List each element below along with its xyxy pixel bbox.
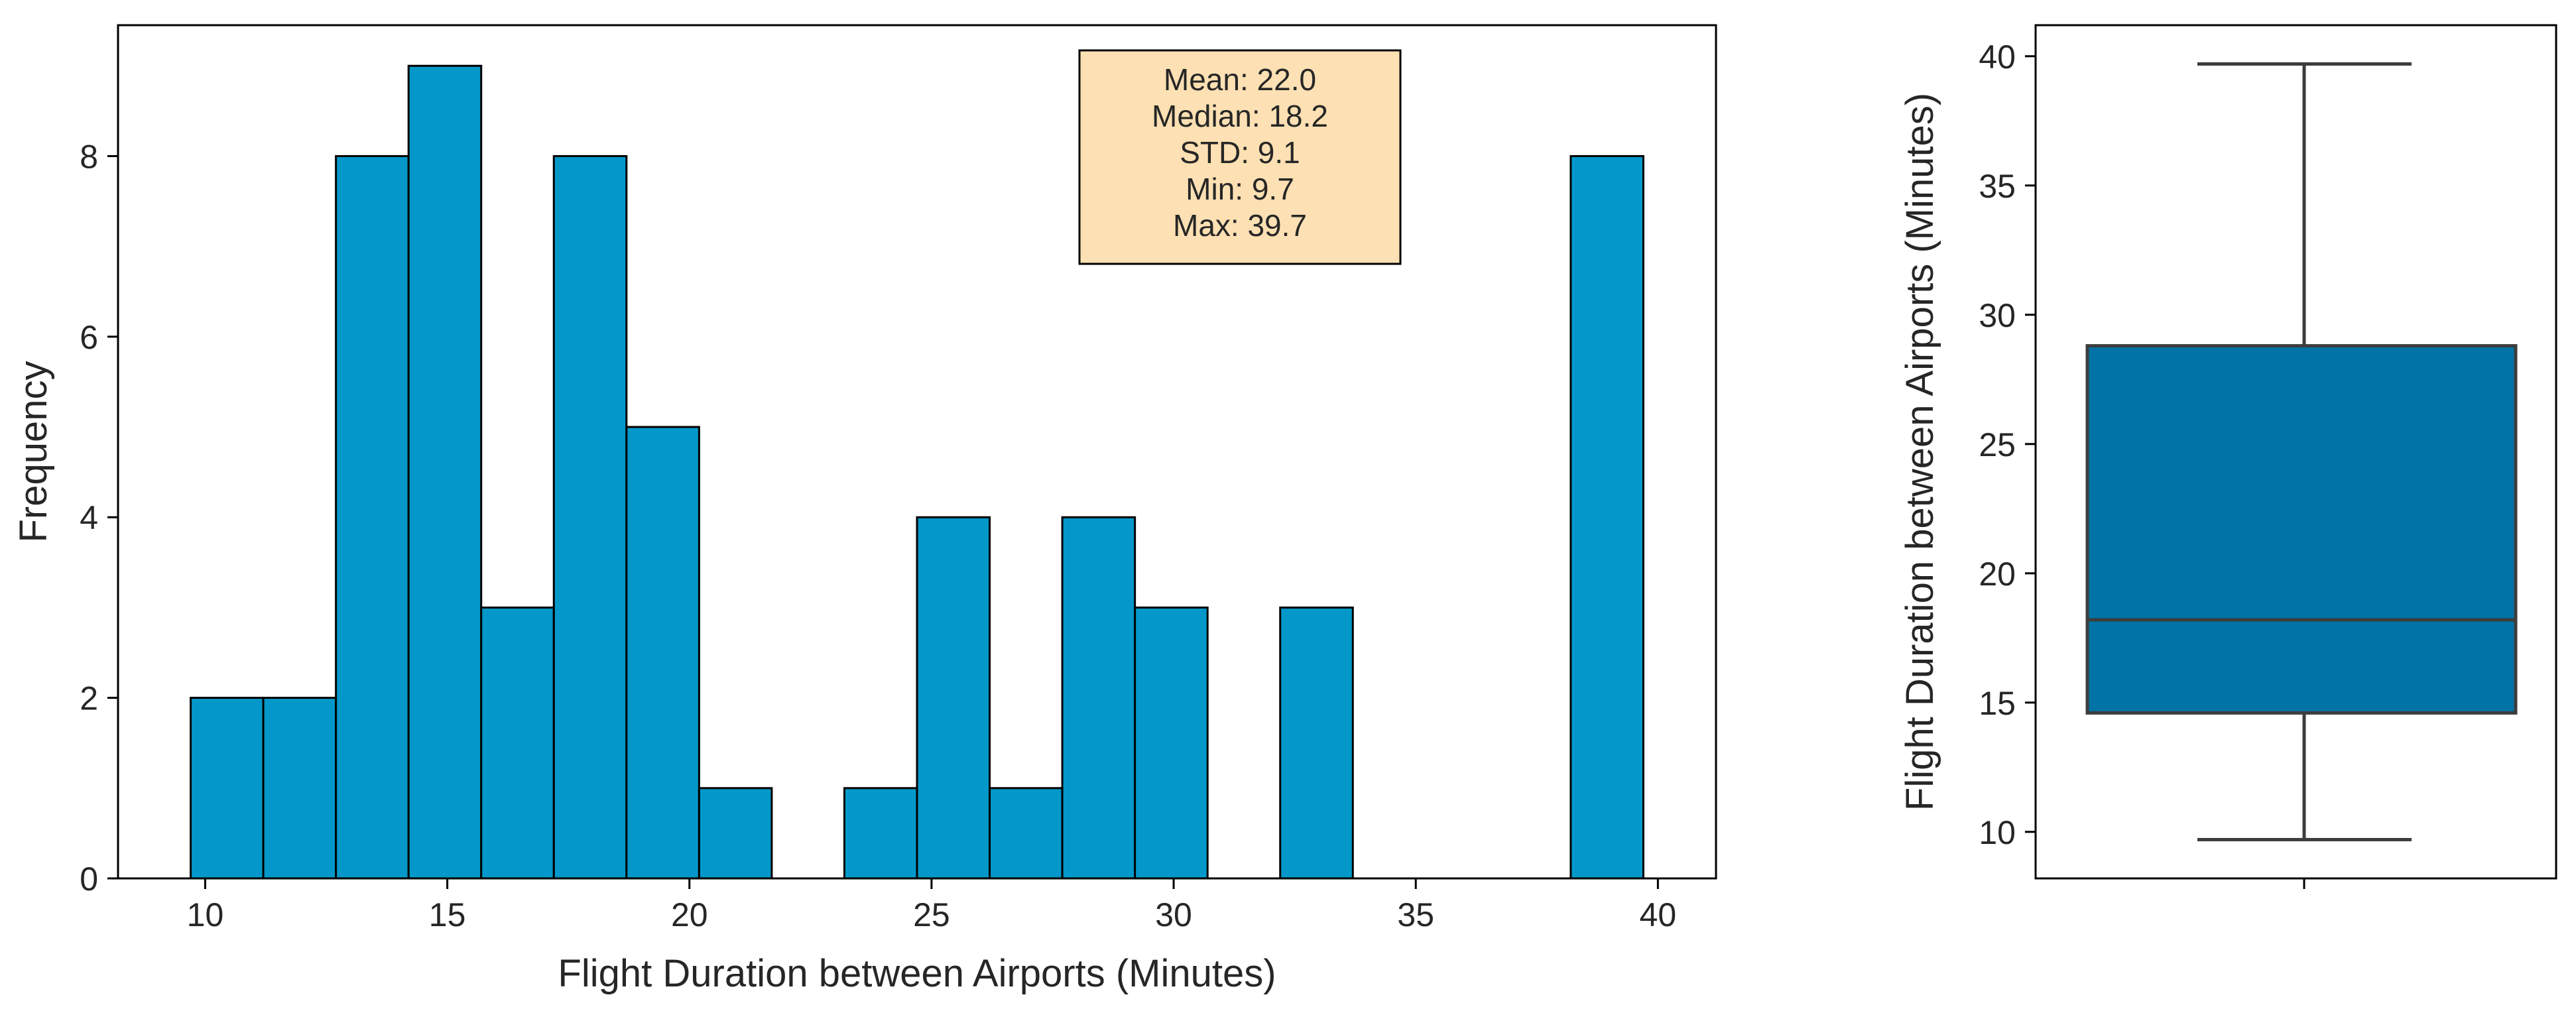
histogram-bar xyxy=(625,426,700,880)
interquartile-box xyxy=(2085,344,2518,715)
x-tick-label: 25 xyxy=(913,896,950,933)
x-tick-label: 40 xyxy=(1640,896,1677,933)
histogram-bars xyxy=(190,64,1644,880)
y-tick-label: 40 xyxy=(1979,38,2016,76)
histogram-bar xyxy=(698,787,773,880)
y-tick-label: 4 xyxy=(80,499,98,536)
histogram-bar xyxy=(989,787,1064,880)
stats-mean: Mean: 22.0 xyxy=(1164,62,1316,97)
stats-min: Min: 9.7 xyxy=(1186,172,1294,206)
histogram-bar xyxy=(262,697,337,880)
y-tick-label: 20 xyxy=(1979,556,2016,593)
y-tick-label: 10 xyxy=(1979,814,2016,851)
histogram-bar xyxy=(1279,606,1354,880)
histogram-bar xyxy=(190,697,265,880)
stats-max: Max: 39.7 xyxy=(1173,208,1307,243)
y-tick-label: 25 xyxy=(1979,426,2016,463)
histogram-bar xyxy=(1134,606,1209,880)
x-tick-label: 10 xyxy=(187,896,224,933)
histogram-bar xyxy=(335,154,410,880)
stats-median: Median: 18.2 xyxy=(1152,99,1328,133)
stats-std: STD: 9.1 xyxy=(1180,135,1300,170)
histogram-bar xyxy=(480,606,555,880)
histogram-bar xyxy=(1061,516,1136,880)
x-tick-label: 35 xyxy=(1397,896,1434,933)
histogram-plot-frame xyxy=(117,24,1717,880)
boxplot-plot-frame xyxy=(2034,24,2557,880)
boxplot-y-axis-title: Flight Duration between Airports (Minute… xyxy=(1898,93,1941,811)
x-tick-label: 15 xyxy=(429,896,466,933)
y-tick-label: 30 xyxy=(1979,297,2016,334)
histogram-y-axis-title: Frequency xyxy=(12,361,55,542)
histogram-x-axis-title: Flight Duration between Airports (Minute… xyxy=(558,952,1276,995)
histogram-x-axis: 10 15 20 25 30 35 40 xyxy=(187,878,1677,933)
histogram-bar xyxy=(407,64,483,880)
boxplot-panel: 10 15 20 25 30 35 40 Flight Duration between A… xyxy=(1898,24,2557,889)
y-tick-label: 0 xyxy=(80,861,98,898)
statistics-box-background xyxy=(1078,49,1402,265)
y-tick-label: 8 xyxy=(80,138,98,175)
histogram-bar xyxy=(843,787,918,880)
histogram-panel: 10 15 20 25 30 35 40 0 2 4 6 8 Flight Duration bet… xyxy=(12,24,1717,995)
histogram-bar xyxy=(916,516,991,880)
x-tick-label: 20 xyxy=(671,896,708,933)
x-tick-label: 30 xyxy=(1155,896,1192,933)
histogram-bar xyxy=(1569,154,1644,880)
histogram-bar xyxy=(552,154,628,880)
y-tick-label: 35 xyxy=(1979,168,2016,205)
y-tick-label: 15 xyxy=(1979,685,2016,722)
y-tick-label: 2 xyxy=(80,680,98,717)
statistics-annotation-box: Mean: 22.0 Median: 18.2 STD: 9.1 Min: 9.… xyxy=(1078,49,1402,265)
boxplot-shapes xyxy=(2085,62,2518,841)
boxplot-y-axis: 10 15 20 25 30 35 40 xyxy=(1979,38,2036,851)
y-tick-label: 6 xyxy=(80,319,98,356)
histogram-y-axis: 0 2 4 6 8 xyxy=(80,138,118,898)
